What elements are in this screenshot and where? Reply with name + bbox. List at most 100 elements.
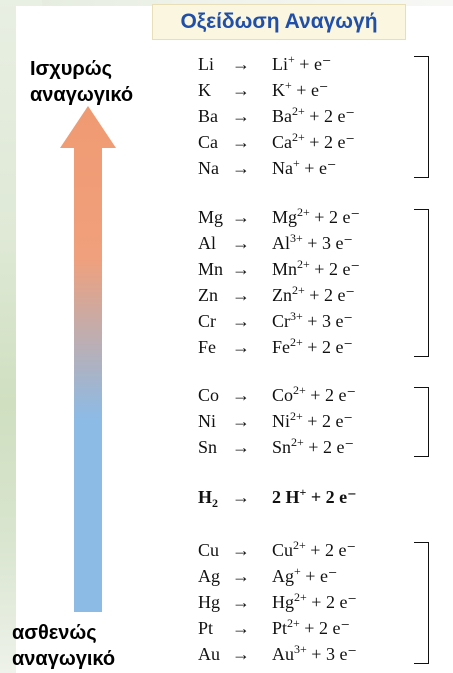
ion-symbol: Li+ [272,52,295,74]
reaction-arrow: → [232,487,250,507]
ion-symbol: Hg2+ [272,590,307,612]
electron-count: 3 e⁻ [325,644,357,664]
reaction-arrow: → [232,618,250,638]
ion-charge: 2+ [292,130,305,144]
group-bracket [414,542,429,664]
metal-symbol: Sn [198,437,218,457]
half-reaction-row: Fe → Fe2+ + 2 e⁻ [198,335,353,359]
ion-symbol: Ba2+ [272,104,305,126]
electron-count: 2 e⁻ [323,285,355,305]
half-reaction-row: Sn → Sn2+ + 2 e⁻ [198,435,354,459]
half-reaction-row: K → K+ + e⁻ [198,78,328,102]
plus-sign: + [299,158,319,178]
metal-symbol: Cr [198,311,216,331]
plus-sign: + [302,311,322,331]
metal-symbol: Ni [198,411,216,431]
metal-symbol: Cu [198,540,220,560]
group-bracket [414,387,429,457]
half-reaction-row: Ni → Ni2+ + 2 e⁻ [198,409,353,433]
metal-symbol: Hg [198,592,220,612]
electron-count: 2 e⁻ [324,540,356,560]
ion-symbol: Co2+ [272,383,306,405]
metal-symbol: Ag [198,566,220,586]
metal-symbol: Fe [198,337,216,357]
ion-symbol: Mg2+ [272,205,310,227]
ion-charge: + [285,78,292,92]
plus-sign: + [299,618,319,638]
ion-charge: + [294,564,301,578]
metal-symbol: Mg [198,207,224,227]
half-reaction-row: Ag → Ag+ + e⁻ [198,564,337,588]
ion-charge: 2+ [292,104,305,118]
metal-symbol: Au [198,644,220,664]
electron-count: 2 e⁻ [328,259,360,279]
metal-symbol: Na [198,158,219,178]
ion-charge: + [288,52,295,66]
plus-sign: + [302,233,322,253]
reaction-arrow: → [232,285,250,305]
group-bracket [414,209,429,357]
plus-sign: + [304,106,324,126]
metal-symbol: Ca [198,132,218,152]
ion-charge: 2+ [293,383,306,397]
plus-sign: + [309,259,329,279]
electron-count: 3 e⁻ [321,311,353,331]
ion-symbol: Sn2+ [272,435,304,457]
reducing-strength-arrow [60,106,116,612]
half-reaction-row: Au → Au3+ + 3 e⁻ [198,642,357,666]
reaction-arrow: → [232,566,250,586]
electron-count: 2 e⁻ [321,411,353,431]
ion-charge: 2+ [291,435,304,449]
reaction-arrow: → [232,80,250,100]
metal-subscript: 2 [212,496,219,510]
reaction-arrow: → [232,385,250,405]
plus-sign: + [300,566,320,586]
plus-sign: + [305,540,325,560]
ion-charge: 3+ [290,231,303,245]
electron-count: e⁻ [310,80,329,100]
ion-symbol: 2 H+ [272,485,307,507]
reaction-arrow: → [232,233,250,253]
electron-count: 2 e⁻ [318,618,350,638]
electron-count: 2 e⁻ [328,207,360,227]
reaction-arrow: → [232,311,250,331]
electron-count: 2 e⁻ [325,592,357,612]
strong-reducing-label: Ισχυρώς αναγωγικό [30,56,133,108]
ion-charge: 2+ [290,335,303,349]
plus-sign: + [302,337,322,357]
ion-symbol: Cu2+ [272,538,306,560]
half-reaction-row: Cr → Cr3+ + 3 e⁻ [198,309,353,333]
plus-sign: + [303,437,323,457]
half-reaction-row: Al → Al3+ + 3 e⁻ [198,231,353,255]
electron-count: e⁻ [318,158,337,178]
ion-charge: 3+ [294,642,307,656]
reaction-arrow: → [232,411,250,431]
ion-symbol: Cr3+ [272,309,303,331]
weak-label-line-1: ασθενώς [12,622,97,644]
plus-sign: + [306,592,326,612]
ion-charge: 2+ [292,283,305,297]
plus-sign: + [306,487,326,507]
half-reaction-row: Na → Na+ + e⁻ [198,156,336,180]
metal-symbol: Mn [198,259,224,279]
weak-label-line-2: αναγωγικό [12,648,116,670]
reaction-arrow: → [232,540,250,560]
half-reaction-row: Li → Li+ + e⁻ [198,52,331,76]
half-reaction-row: Hg → Hg2+ + 2 e⁻ [198,590,357,614]
plus-sign: + [304,285,324,305]
metal-symbol: Co [198,385,220,405]
reaction-arrow: → [232,54,250,74]
half-reaction-row: Ba → Ba2+ + 2 e⁻ [198,104,355,128]
ion-symbol: Au3+ [272,642,307,664]
plus-sign: + [294,54,314,74]
reaction-arrow: → [232,207,250,227]
ion-charge: 2+ [294,590,307,604]
ion-symbol: Zn2+ [272,283,305,305]
half-reaction-row: Mn → Mn2+ + 2 e⁻ [198,257,360,281]
ion-charge: 3+ [290,309,303,323]
half-reaction-row: Mg → Mg2+ + 2 e⁻ [198,205,360,229]
ion-symbol: Ca2+ [272,130,305,152]
ion-charge: 2+ [297,205,310,219]
ion-charge: 2+ [297,257,310,271]
electron-count: 2 e⁻ [325,487,357,507]
